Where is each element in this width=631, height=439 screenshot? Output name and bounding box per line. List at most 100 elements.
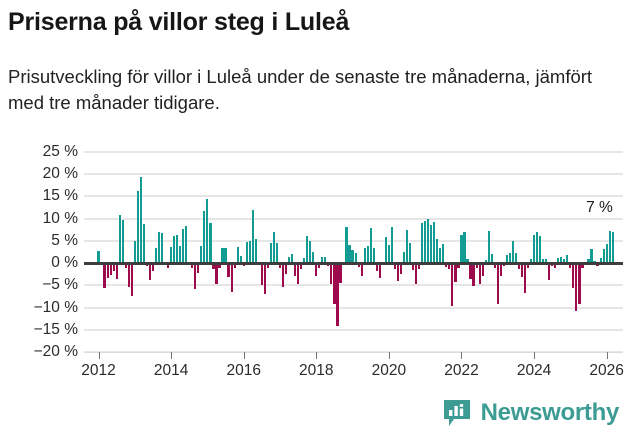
bar	[611, 232, 614, 264]
bar	[602, 248, 605, 264]
bar	[384, 236, 387, 264]
bar	[411, 263, 415, 270]
bar	[218, 263, 221, 268]
bar	[345, 226, 348, 264]
bar	[357, 263, 360, 268]
bar	[300, 263, 303, 270]
bar	[439, 248, 442, 264]
bar	[390, 227, 393, 264]
bar	[372, 248, 375, 264]
bar	[306, 236, 309, 264]
bar	[369, 227, 372, 264]
value-annotation: 7 %	[586, 199, 613, 216]
bar	[399, 263, 403, 275]
bar	[312, 252, 315, 264]
bar	[587, 258, 590, 264]
x-axis-label: 2026	[589, 362, 624, 379]
bar	[445, 263, 448, 268]
bar	[529, 259, 533, 264]
x-axis-tick	[98, 352, 100, 359]
bar	[511, 240, 514, 264]
bar	[170, 247, 173, 264]
bar	[136, 191, 139, 264]
bar	[493, 263, 496, 268]
gridline	[84, 239, 623, 242]
gridline	[84, 306, 623, 309]
x-axis: 2012 2014 2016 2018 2020 2022 2024 2026	[81, 352, 624, 388]
bar	[408, 242, 412, 264]
bar	[112, 263, 115, 271]
bar	[333, 263, 336, 304]
bar	[454, 263, 457, 283]
bar	[303, 257, 306, 264]
bar	[185, 226, 188, 264]
bar	[608, 231, 611, 264]
x-axis-label: 2014	[153, 362, 189, 379]
bar	[200, 245, 203, 264]
y-axis-label: −20 %	[33, 343, 78, 360]
bar	[281, 263, 285, 287]
bar	[251, 210, 254, 264]
gridline	[84, 328, 623, 331]
footer: Newsworthy	[0, 396, 631, 439]
bar	[130, 263, 133, 296]
bar	[499, 263, 502, 277]
x-axis-line	[84, 352, 623, 353]
bar	[212, 263, 215, 270]
bar	[272, 232, 276, 264]
bar	[535, 232, 539, 264]
bar	[330, 263, 333, 284]
bar	[284, 263, 288, 274]
x-axis-tick	[606, 352, 608, 359]
bar	[375, 263, 378, 271]
bar	[97, 251, 100, 264]
bar	[557, 257, 560, 264]
gridline	[84, 151, 623, 153]
bar	[151, 263, 155, 271]
x-axis-tick	[461, 352, 463, 359]
bar	[569, 263, 572, 268]
bar	[481, 263, 484, 276]
bar	[269, 243, 272, 264]
x-axis-tick	[316, 352, 318, 359]
bar	[324, 256, 327, 264]
bar	[248, 240, 251, 264]
bar	[139, 176, 142, 264]
bar	[433, 221, 436, 264]
bar	[590, 249, 593, 264]
y-axis-label: 5 %	[51, 231, 78, 249]
bar	[526, 263, 530, 268]
bar	[554, 263, 557, 268]
bar	[106, 263, 109, 278]
bar	[378, 263, 381, 279]
bar	[260, 263, 263, 285]
bar	[179, 245, 182, 264]
y-axis-label: 25 %	[42, 143, 78, 160]
bar	[182, 229, 185, 264]
bar	[360, 263, 363, 276]
plot-area	[84, 151, 623, 353]
gridline	[84, 173, 623, 176]
bar	[315, 263, 318, 276]
bar	[545, 259, 548, 264]
x-axis-tick	[388, 352, 390, 359]
bar	[103, 263, 106, 288]
y-axis-label: 15 %	[42, 187, 78, 205]
x-axis-tick	[534, 352, 536, 359]
bar	[532, 235, 536, 264]
bar	[348, 244, 351, 264]
bar	[478, 263, 481, 284]
bar	[194, 263, 197, 289]
bar	[502, 263, 505, 267]
bar	[366, 245, 369, 264]
bar	[351, 249, 354, 264]
bar	[581, 263, 584, 269]
gridline	[84, 284, 623, 287]
bar	[487, 231, 490, 264]
bar	[490, 254, 493, 264]
bar	[221, 247, 224, 264]
bar	[460, 235, 463, 264]
bar	[575, 263, 578, 311]
bar	[245, 241, 248, 264]
